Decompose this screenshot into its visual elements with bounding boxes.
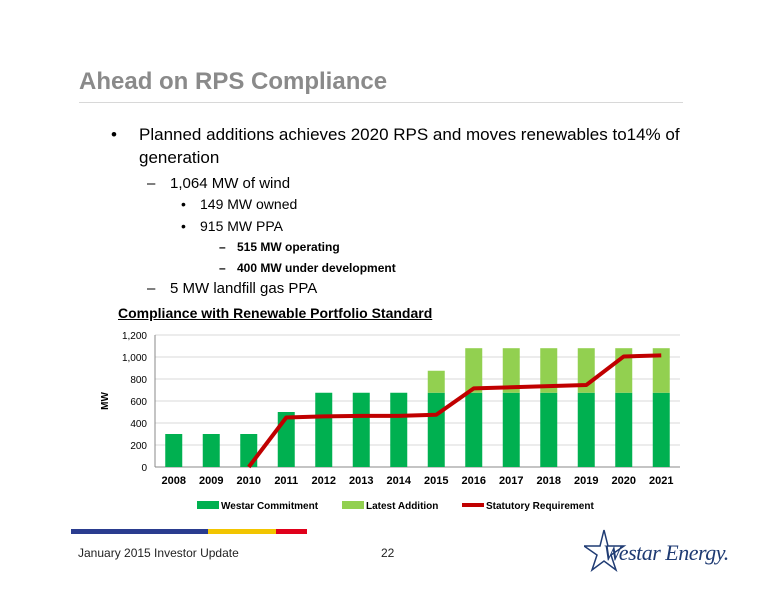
bullet-main: Planned additions achieves 2020 RPS and … bbox=[139, 125, 680, 144]
bar-westar-commitment bbox=[465, 392, 483, 467]
dot-marker: • bbox=[181, 218, 186, 234]
x-tick-label: 2010 bbox=[237, 475, 261, 487]
bar-latest-addition bbox=[652, 348, 670, 393]
x-tick-label: 2020 bbox=[612, 475, 636, 487]
westar-logo: Westar Energy. bbox=[603, 540, 729, 565]
legend-swatch bbox=[197, 501, 219, 509]
dash-marker: – bbox=[219, 240, 226, 254]
x-tick-label: 2015 bbox=[424, 475, 448, 487]
westar-star-icon bbox=[584, 529, 627, 572]
bar-westar-commitment bbox=[315, 392, 333, 467]
x-tick-label: 2012 bbox=[312, 475, 336, 487]
bar-westar-commitment bbox=[540, 392, 558, 467]
x-tick-label: 2009 bbox=[199, 475, 223, 487]
y-axis-label: MW bbox=[100, 392, 111, 410]
dot-marker: • bbox=[181, 196, 186, 212]
bar-westar-commitment bbox=[390, 392, 408, 467]
bullet-operating: 515 MW operating bbox=[237, 240, 340, 254]
dash-marker: – bbox=[147, 175, 156, 192]
slide-title: Ahead on RPS Compliance bbox=[79, 68, 388, 95]
line-statutory-requirement bbox=[247, 353, 662, 469]
bullet-main-cont: generation bbox=[139, 148, 220, 167]
bullet-owned: 149 MW owned bbox=[200, 196, 298, 212]
y-tick-label: 1,200 bbox=[122, 331, 147, 342]
x-tick-label: 2008 bbox=[162, 475, 186, 487]
y-tick-label: 200 bbox=[130, 441, 147, 452]
bar-latest-addition bbox=[540, 348, 558, 393]
x-tick-label: 2013 bbox=[349, 475, 373, 487]
footer-left-text: January 2015 Investor Update bbox=[78, 546, 239, 560]
dash-marker: – bbox=[219, 261, 226, 275]
y-tick-label: 0 bbox=[141, 463, 147, 474]
bullet-landfill: 5 MW landfill gas PPA bbox=[170, 280, 318, 297]
x-tick-label: 2019 bbox=[574, 475, 598, 487]
title-divider bbox=[79, 102, 683, 103]
y-tick-label: 600 bbox=[130, 397, 147, 408]
bar-westar-commitment bbox=[165, 434, 183, 467]
bullet-development: 400 MW under development bbox=[237, 261, 396, 275]
x-tick-label: 2018 bbox=[537, 475, 561, 487]
bar-latest-addition bbox=[502, 348, 520, 393]
legend-label: Latest Addition bbox=[366, 501, 438, 512]
bar-westar-commitment bbox=[615, 392, 633, 467]
bar-westar-commitment bbox=[502, 392, 520, 467]
bullet-ppa: 915 MW PPA bbox=[200, 218, 283, 234]
x-tick-label: 2017 bbox=[499, 475, 523, 487]
x-tick-label: 2014 bbox=[387, 475, 412, 487]
footer-stripe-red bbox=[276, 529, 307, 534]
bar-latest-addition bbox=[465, 348, 483, 393]
y-tick-label: 1,000 bbox=[122, 353, 147, 364]
bar-westar-commitment bbox=[652, 392, 670, 467]
legend-label: Statutory Requirement bbox=[486, 501, 594, 512]
dash-marker: – bbox=[147, 280, 156, 297]
bar-westar-commitment bbox=[427, 392, 445, 467]
legend-swatch bbox=[342, 501, 364, 509]
y-tick-label: 400 bbox=[130, 419, 147, 430]
bar-westar-commitment bbox=[352, 392, 370, 467]
bar-westar-commitment bbox=[577, 392, 595, 467]
bar-westar-commitment bbox=[202, 434, 220, 467]
y-tick-label: 800 bbox=[130, 375, 147, 386]
x-tick-label: 2011 bbox=[274, 475, 298, 487]
bar-latest-addition bbox=[427, 370, 445, 393]
bullet-wind: 1,064 MW of wind bbox=[170, 175, 291, 192]
bullet-marker: • bbox=[111, 125, 117, 144]
legend-label: Westar Commitment bbox=[221, 501, 319, 512]
footer-stripe-blue bbox=[71, 529, 208, 534]
footer-stripe-yellow bbox=[208, 529, 276, 534]
x-tick-label: 2016 bbox=[462, 475, 486, 487]
page-number: 22 bbox=[381, 546, 395, 560]
x-tick-label: 2021 bbox=[649, 475, 673, 487]
chart-title: Compliance with Renewable Portfolio Stan… bbox=[118, 305, 433, 321]
